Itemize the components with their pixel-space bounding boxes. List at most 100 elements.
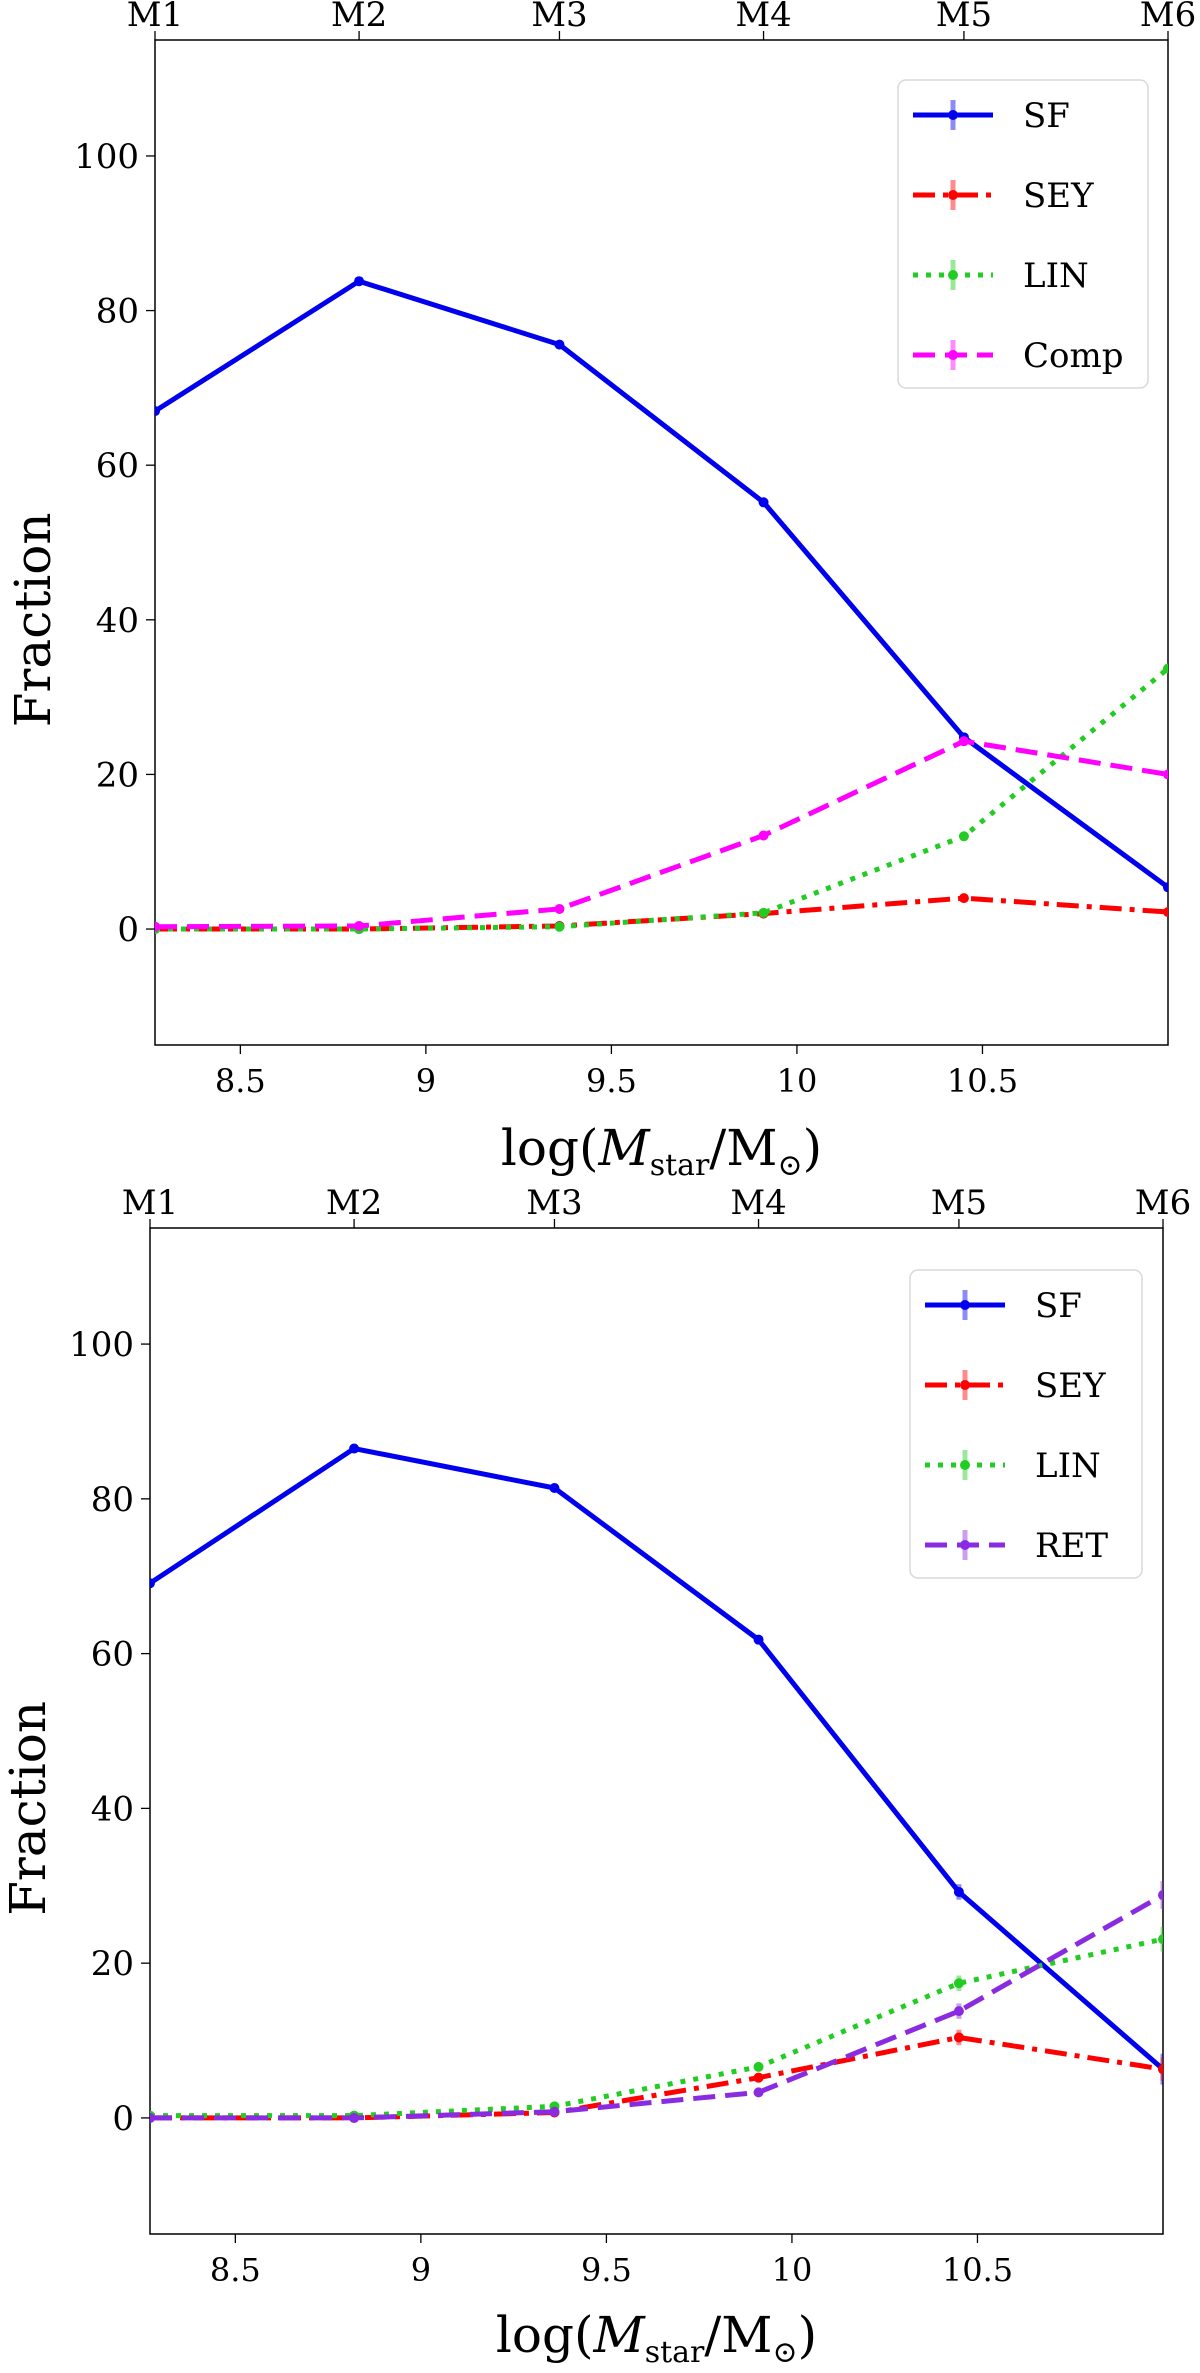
y-tick-label: 40 — [91, 1789, 134, 1829]
data-point-sf — [354, 276, 365, 287]
data-point-sf — [155, 406, 160, 417]
x-axis-label-sub2: ⊙ — [772, 2335, 797, 2370]
y-tick-label: 100 — [74, 137, 139, 177]
top-tick-label: M6 — [1135, 1183, 1191, 1223]
legend-label-sey: SEY — [1023, 176, 1094, 216]
x-tick-label: 9.5 — [581, 2251, 632, 2289]
x-axis-label-slash: /M — [704, 2306, 772, 2364]
y-tick-label: 0 — [112, 2099, 134, 2139]
x-tick-label: 8.5 — [215, 1062, 266, 1100]
legend-label-sey: SEY — [1035, 1366, 1106, 1406]
data-point-ret — [753, 2087, 764, 2098]
y-tick-label: 40 — [96, 601, 139, 641]
legend-marker-sey — [960, 1380, 970, 1390]
plot-area — [150, 1443, 1163, 2123]
legend-label-sf: SF — [1035, 1286, 1082, 1326]
y-tick-label: 80 — [91, 1480, 134, 1520]
x-axis-label-symbol: M — [598, 1119, 652, 1177]
top-tick-label: M5 — [936, 0, 992, 35]
data-point-lin — [758, 907, 769, 918]
x-tick-label: 9 — [416, 1062, 436, 1100]
data-point-comp — [354, 920, 365, 931]
chart-panel-1: 8.5 9 9.5 10 10.5 M1 M2 M3 M4 M5 M6 0 20 40 60 80 100 Fra… — [4, 0, 1196, 1183]
data-point-sey — [753, 2072, 764, 2083]
series-line-sey — [155, 895, 1168, 932]
data-point-sf — [758, 497, 769, 508]
y-tick-label: 60 — [96, 446, 139, 486]
x-tick-label: 10 — [772, 2251, 813, 2289]
legend: SF SEY LIN RET — [909, 1269, 1143, 1579]
data-point-sf — [549, 1483, 560, 1494]
series-line-comp — [155, 738, 1168, 930]
legend-marker-comp — [948, 350, 958, 360]
data-point-ret — [349, 2112, 360, 2123]
data-point-sf — [1163, 882, 1168, 893]
plot-frame — [149, 1227, 1164, 2235]
x-axis-label-symbol: M — [593, 2306, 647, 2364]
legend-label-lin: LIN — [1023, 256, 1089, 296]
data-point-comp — [155, 921, 160, 932]
top-tick-label: M4 — [735, 0, 791, 35]
x-tick-label: 8.5 — [210, 2251, 261, 2289]
x-tick-label: 10.5 — [942, 2251, 1013, 2289]
x-axis-label-sub2: ⊙ — [777, 1148, 802, 1183]
y-tick-label: 20 — [91, 1944, 134, 1984]
x-axis-label-suffix: ) — [798, 2306, 818, 2364]
y-axis-label: Fraction — [4, 512, 62, 727]
x-axis-label-sub: star — [650, 1148, 710, 1183]
data-point-sf — [554, 339, 565, 350]
series-line-lin — [155, 666, 1168, 932]
legend-label-sf: SF — [1023, 96, 1070, 136]
y-tick-label: 80 — [96, 292, 139, 332]
data-point-lin — [953, 1978, 964, 1989]
series-line-sf — [150, 1446, 1163, 2072]
x-axis-label-prefix: log( — [501, 1119, 599, 1177]
data-point-sf — [953, 1886, 964, 1897]
data-point-sf — [753, 1634, 764, 1645]
chart-panel-2: 8.5 9 9.5 10 10.5 M1 M2 M3 M4 M5 M6 0 20 40 60 80 100 Fra… — [0, 1183, 1191, 2370]
top-tick-label: M2 — [326, 1183, 382, 1223]
top-tick-label: M1 — [122, 1183, 178, 1223]
legend-box — [909, 1269, 1143, 1579]
series-line-ret — [150, 1892, 1163, 2121]
y-tick-label: 60 — [91, 1635, 134, 1675]
data-point-lin — [1163, 663, 1168, 674]
x-axis-label: log(Mstar/M⊙) — [496, 2306, 817, 2370]
series-line-sey — [150, 2034, 1163, 2121]
legend-label-ret: RET — [1035, 1526, 1108, 1566]
y-tick-label: 20 — [96, 755, 139, 795]
data-point-lin — [753, 2061, 764, 2072]
x-tick-label: 9 — [411, 2251, 431, 2289]
data-point-sf — [150, 1578, 155, 1589]
x-axis-label: log(Mstar/M⊙) — [501, 1119, 822, 1183]
data-point-comp — [1163, 769, 1168, 780]
y-axis-label: Fraction — [0, 1701, 57, 1916]
data-point-comp — [958, 736, 969, 747]
top-tick-label: M1 — [127, 0, 183, 35]
data-point-ret — [549, 2106, 560, 2117]
top-tick-label: M6 — [1140, 0, 1196, 35]
data-point-sey — [953, 2032, 964, 2043]
data-point-lin — [958, 831, 969, 842]
legend-marker-sey — [948, 190, 958, 200]
data-point-comp — [758, 830, 769, 841]
legend-marker-sf — [960, 1300, 970, 1310]
legend-label-comp: Comp — [1023, 336, 1124, 376]
top-tick-label: M5 — [931, 1183, 987, 1223]
legend-marker-lin — [960, 1460, 970, 1470]
legend: SF SEY LIN Comp — [897, 79, 1149, 389]
data-point-sey — [958, 893, 969, 904]
data-point-ret — [150, 2112, 155, 2123]
plot-area — [155, 276, 1168, 935]
x-tick-label: 9.5 — [586, 1062, 637, 1100]
legend-marker-lin — [948, 270, 958, 280]
data-point-lin — [1158, 1934, 1163, 1945]
plot-frame — [154, 39, 1169, 1046]
y-tick-label: 0 — [117, 910, 139, 950]
series-line-lin — [150, 1936, 1163, 2119]
x-tick-label: 10.5 — [947, 1062, 1018, 1100]
series-line-sf — [155, 278, 1168, 890]
legend-box — [897, 79, 1149, 389]
data-point-ret — [1158, 1890, 1163, 1901]
legend-marker-ret — [960, 1540, 970, 1550]
